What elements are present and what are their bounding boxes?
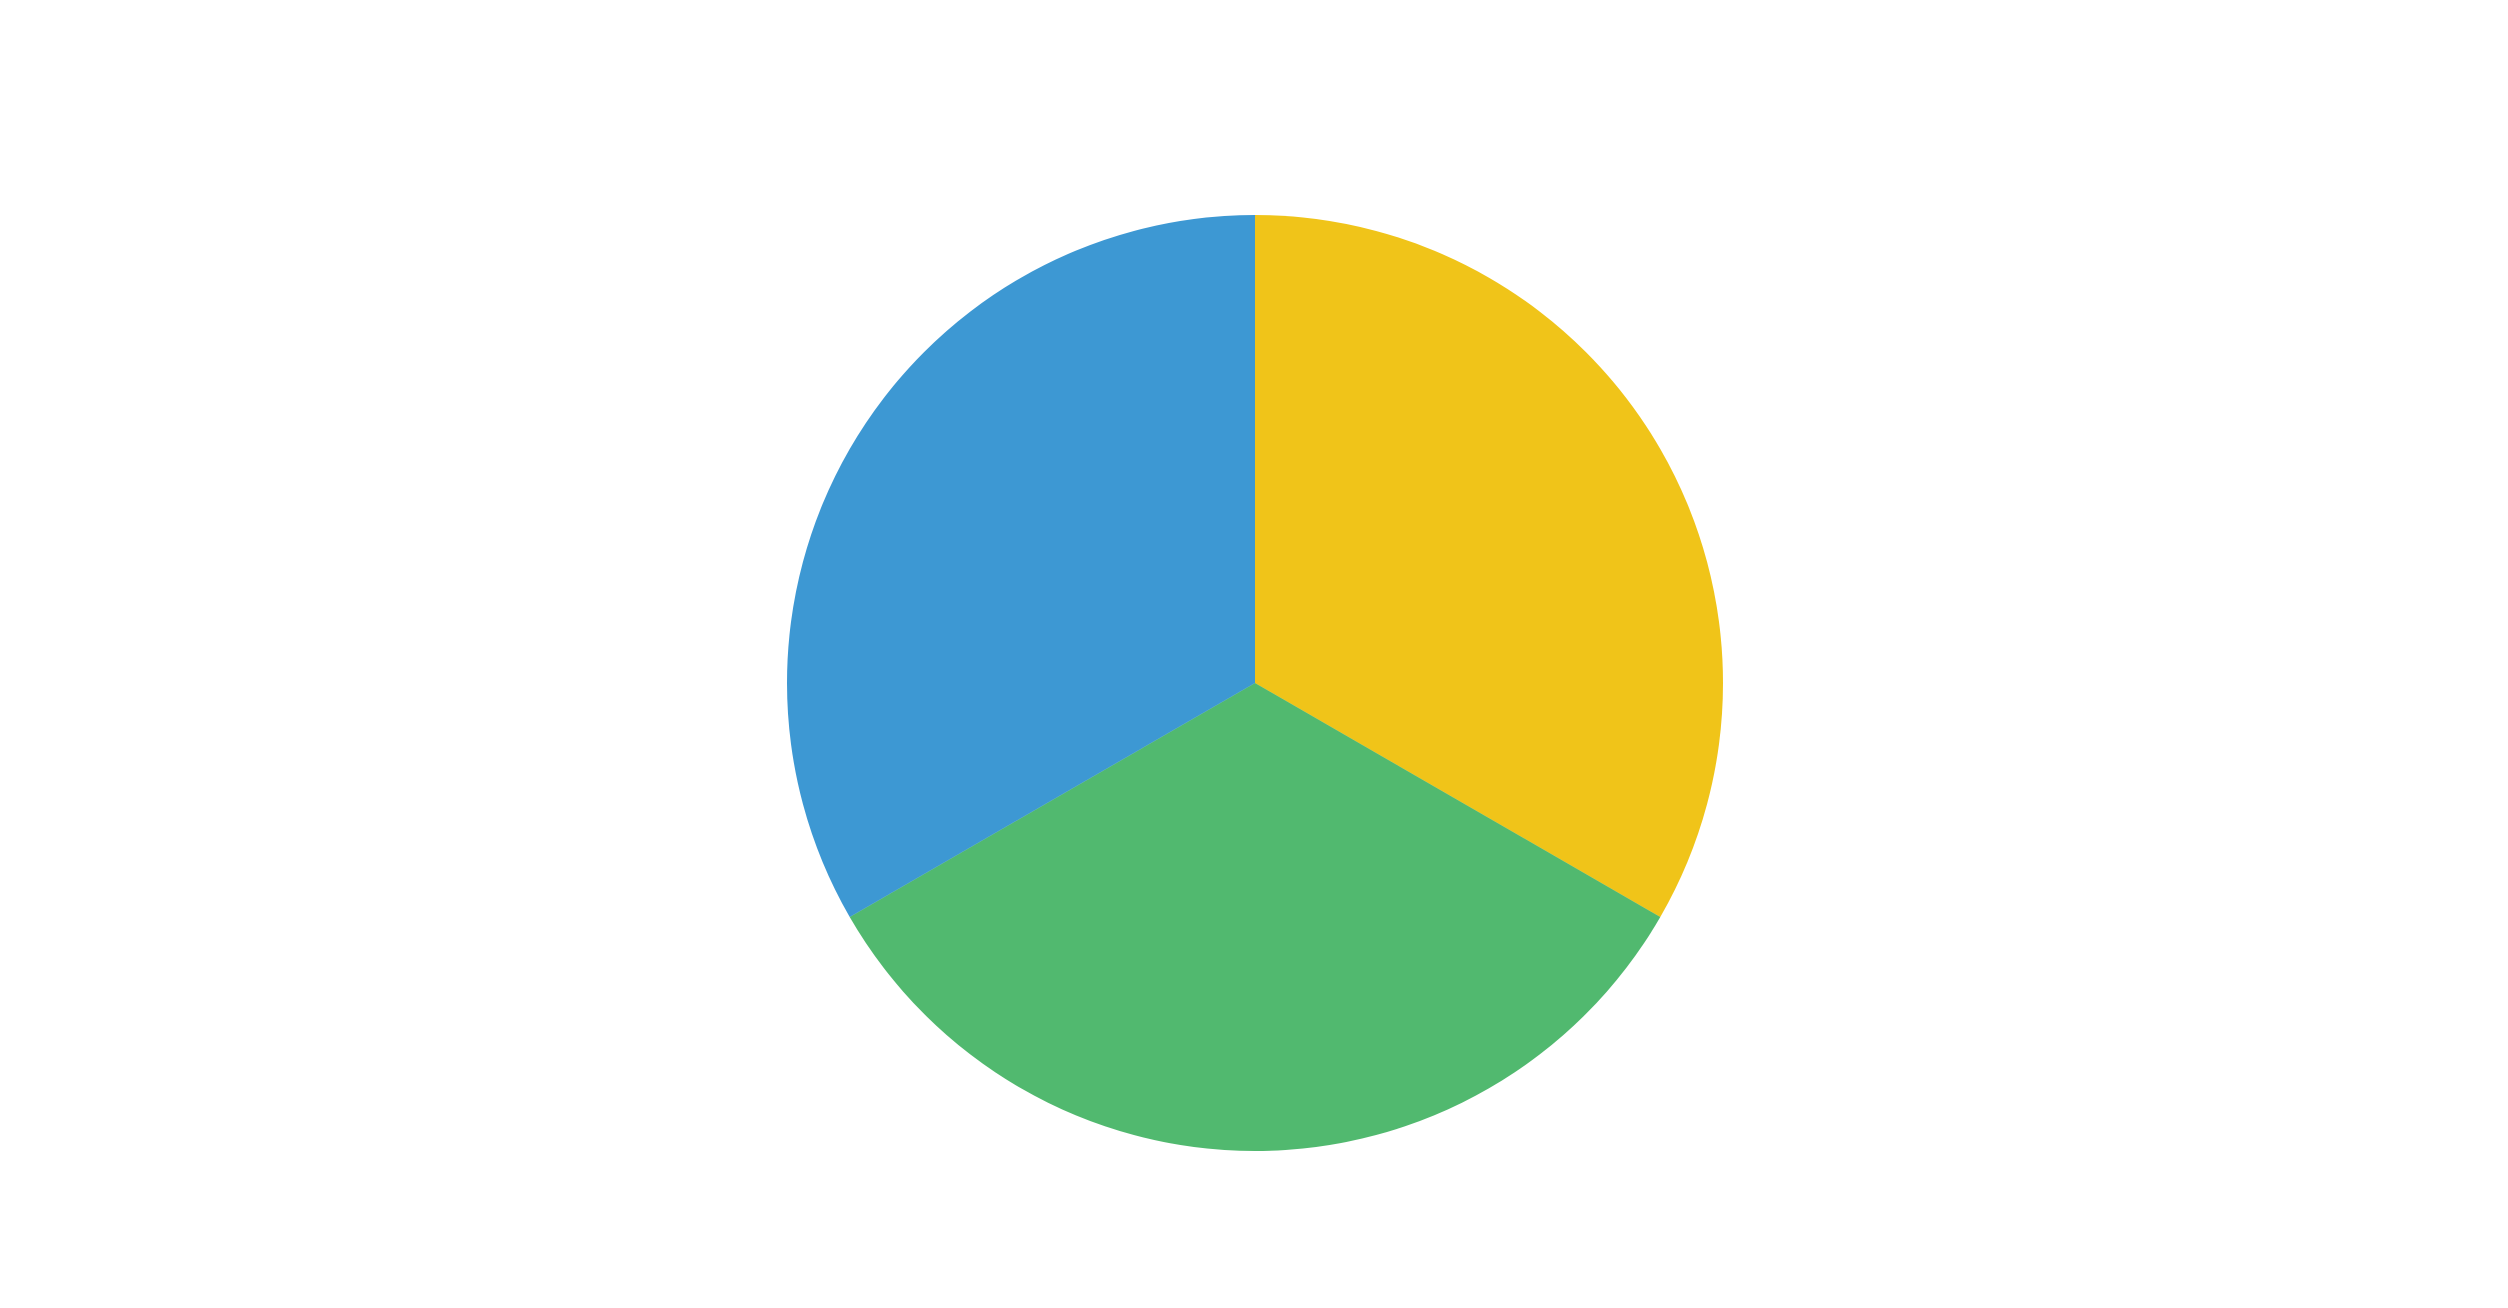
pie-slices	[787, 215, 1724, 1151]
pie-slice-2	[849, 683, 1661, 1151]
pie-slice-3	[787, 215, 1255, 917]
pie-slice-1	[1255, 215, 1724, 917]
